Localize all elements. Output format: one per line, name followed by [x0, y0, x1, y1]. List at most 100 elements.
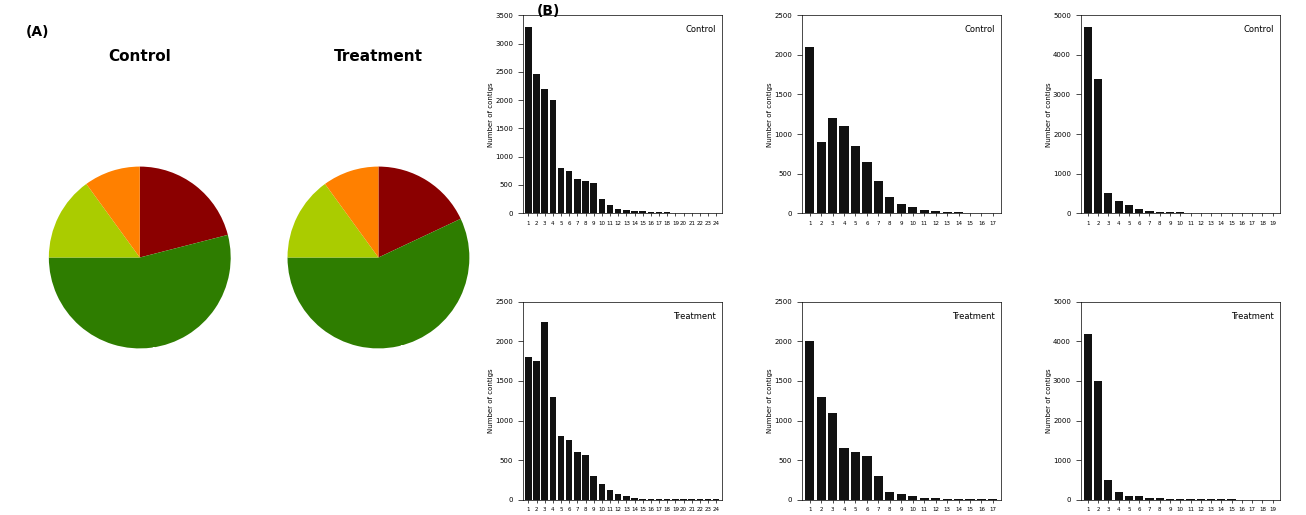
- Bar: [550, 397, 556, 500]
- Wedge shape: [86, 166, 140, 258]
- Text: Treatment: Treatment: [952, 312, 995, 321]
- Bar: [1145, 497, 1153, 500]
- Bar: [931, 499, 940, 500]
- Bar: [874, 476, 883, 500]
- Bar: [840, 126, 849, 213]
- Bar: [953, 212, 963, 213]
- Bar: [885, 197, 895, 213]
- Bar: [1124, 495, 1134, 500]
- Bar: [874, 181, 883, 213]
- Bar: [908, 207, 917, 213]
- Bar: [816, 397, 825, 500]
- Bar: [953, 499, 963, 500]
- Bar: [607, 490, 614, 500]
- Y-axis label: Number of contigs: Number of contigs: [487, 82, 494, 147]
- Bar: [931, 212, 940, 213]
- Wedge shape: [140, 166, 227, 258]
- Bar: [828, 413, 837, 500]
- Bar: [640, 499, 646, 500]
- Bar: [550, 100, 556, 213]
- Text: No hit
(54%): No hit (54%): [153, 347, 183, 367]
- Bar: [862, 456, 871, 500]
- Text: Treatment: Treatment: [1232, 312, 1273, 321]
- Text: (B): (B): [537, 5, 560, 19]
- Bar: [542, 322, 549, 500]
- Text: Control: Control: [1243, 25, 1273, 35]
- Text: Biological
(21%): Biological (21%): [201, 169, 251, 188]
- Wedge shape: [48, 184, 140, 258]
- Bar: [1084, 334, 1092, 500]
- Bar: [1105, 480, 1113, 500]
- Text: Cellular
(10%): Cellular (10%): [308, 152, 347, 172]
- Text: Control: Control: [686, 25, 716, 35]
- Bar: [565, 170, 572, 213]
- Bar: [1135, 209, 1143, 213]
- Bar: [852, 452, 861, 500]
- Bar: [816, 142, 825, 213]
- Bar: [623, 210, 629, 213]
- Bar: [1114, 201, 1123, 213]
- Bar: [1094, 381, 1102, 500]
- Wedge shape: [287, 219, 469, 349]
- Y-axis label: Number of contigs: Number of contigs: [767, 82, 773, 147]
- Wedge shape: [48, 235, 231, 349]
- Bar: [1135, 496, 1143, 500]
- Text: Biological
(18%): Biological (18%): [432, 163, 482, 183]
- Bar: [1094, 79, 1102, 213]
- Title: Treatment: Treatment: [334, 48, 423, 63]
- Bar: [648, 499, 654, 500]
- Bar: [525, 27, 532, 213]
- Wedge shape: [379, 166, 461, 258]
- Bar: [525, 357, 532, 500]
- Bar: [1166, 212, 1174, 213]
- Bar: [1145, 211, 1153, 213]
- Bar: [885, 492, 895, 500]
- Bar: [1114, 492, 1123, 500]
- Y-axis label: Number of contigs: Number of contigs: [1046, 368, 1051, 433]
- Y-axis label: Number of contigs: Number of contigs: [487, 368, 494, 433]
- Text: Cellular
(10%): Cellular (10%): [69, 152, 108, 172]
- Bar: [565, 440, 572, 500]
- Text: No hit
(57%): No hit (57%): [400, 346, 431, 365]
- Title: Control: Control: [108, 48, 171, 63]
- Bar: [1156, 212, 1164, 213]
- Bar: [631, 211, 637, 213]
- Bar: [897, 494, 906, 500]
- Bar: [1156, 499, 1164, 500]
- Bar: [623, 496, 629, 500]
- Bar: [1105, 193, 1113, 213]
- Bar: [542, 89, 549, 213]
- Bar: [648, 212, 654, 213]
- Wedge shape: [287, 184, 379, 258]
- Bar: [943, 499, 952, 500]
- Text: Treatment: Treatment: [673, 312, 716, 321]
- Wedge shape: [325, 166, 379, 258]
- Bar: [598, 484, 605, 500]
- Bar: [533, 361, 539, 500]
- Bar: [828, 118, 837, 213]
- Bar: [919, 210, 929, 213]
- Bar: [582, 181, 589, 213]
- Bar: [908, 496, 917, 500]
- Bar: [1166, 499, 1174, 500]
- Y-axis label: Number of contigs: Number of contigs: [1046, 82, 1051, 147]
- Bar: [590, 476, 597, 500]
- Bar: [656, 212, 662, 213]
- Text: Molecular
(15%): Molecular (15%): [1, 202, 51, 222]
- Text: Molecular
(15%): Molecular (15%): [239, 202, 290, 222]
- Bar: [1084, 27, 1092, 213]
- Bar: [575, 179, 581, 213]
- Bar: [943, 212, 952, 213]
- Bar: [533, 74, 539, 213]
- Bar: [862, 162, 871, 213]
- Y-axis label: Number of contigs: Number of contigs: [767, 368, 773, 433]
- Bar: [590, 183, 597, 213]
- Text: (A): (A): [26, 25, 50, 39]
- Bar: [640, 211, 646, 213]
- Text: Control: Control: [964, 25, 995, 35]
- Bar: [919, 498, 929, 500]
- Bar: [598, 199, 605, 213]
- Bar: [804, 47, 814, 213]
- Bar: [607, 204, 614, 213]
- Bar: [1124, 205, 1134, 213]
